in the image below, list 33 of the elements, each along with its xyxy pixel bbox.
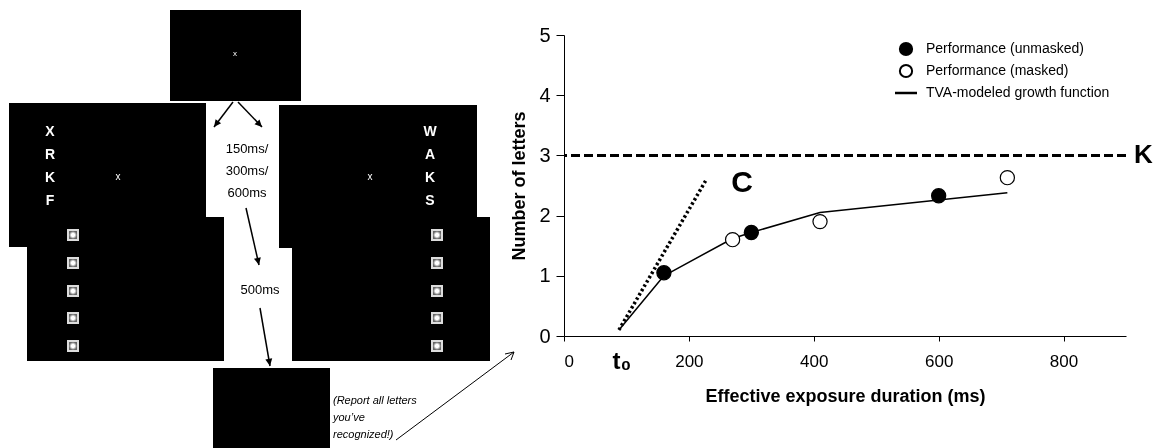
y-axis-title: Number of letters (509, 111, 530, 261)
point (812, 213, 828, 230)
point (656, 265, 672, 281)
point (743, 224, 759, 241)
text: t₀ (612, 347, 632, 374)
text: 500ms (239, 281, 281, 297)
text: x (366, 171, 374, 182)
y-tick-label: 3 (539, 143, 551, 166)
legend-label: Performance (masked) (926, 62, 1069, 78)
point (999, 170, 1016, 186)
y-tick-label: 2 (539, 204, 551, 227)
x-axis-title: Effective exposure duration (ms) (705, 385, 986, 406)
y-tick-label: 1 (539, 264, 551, 287)
text: (Report all letters you’ve recognized!) (333, 393, 418, 442)
point (931, 188, 947, 204)
y-tick-label: 4 (539, 83, 551, 106)
text: WAKS (422, 122, 438, 210)
y-tick-label: 0 (539, 324, 551, 347)
x-tick-label: 200 (675, 351, 704, 371)
x-tick-label: 400 (800, 351, 829, 371)
text: 150ms/ 300ms/ 600ms (224, 140, 270, 202)
x-tick-label: 600 (924, 351, 954, 371)
x-tick-label: 0 (564, 351, 574, 371)
ref-line-label: K (1134, 139, 1153, 170)
y-tick-label: 5 (539, 23, 551, 46)
legend-label: TVA-modeled growth function (926, 84, 1110, 100)
text: XRKF (43, 122, 57, 210)
legend-label: Performance (unmasked) (926, 40, 1084, 56)
x-tick-label: 800 (1049, 351, 1079, 371)
point (724, 232, 741, 248)
text: x (232, 49, 238, 58)
annotation: C (731, 165, 753, 198)
text: x (114, 171, 122, 182)
